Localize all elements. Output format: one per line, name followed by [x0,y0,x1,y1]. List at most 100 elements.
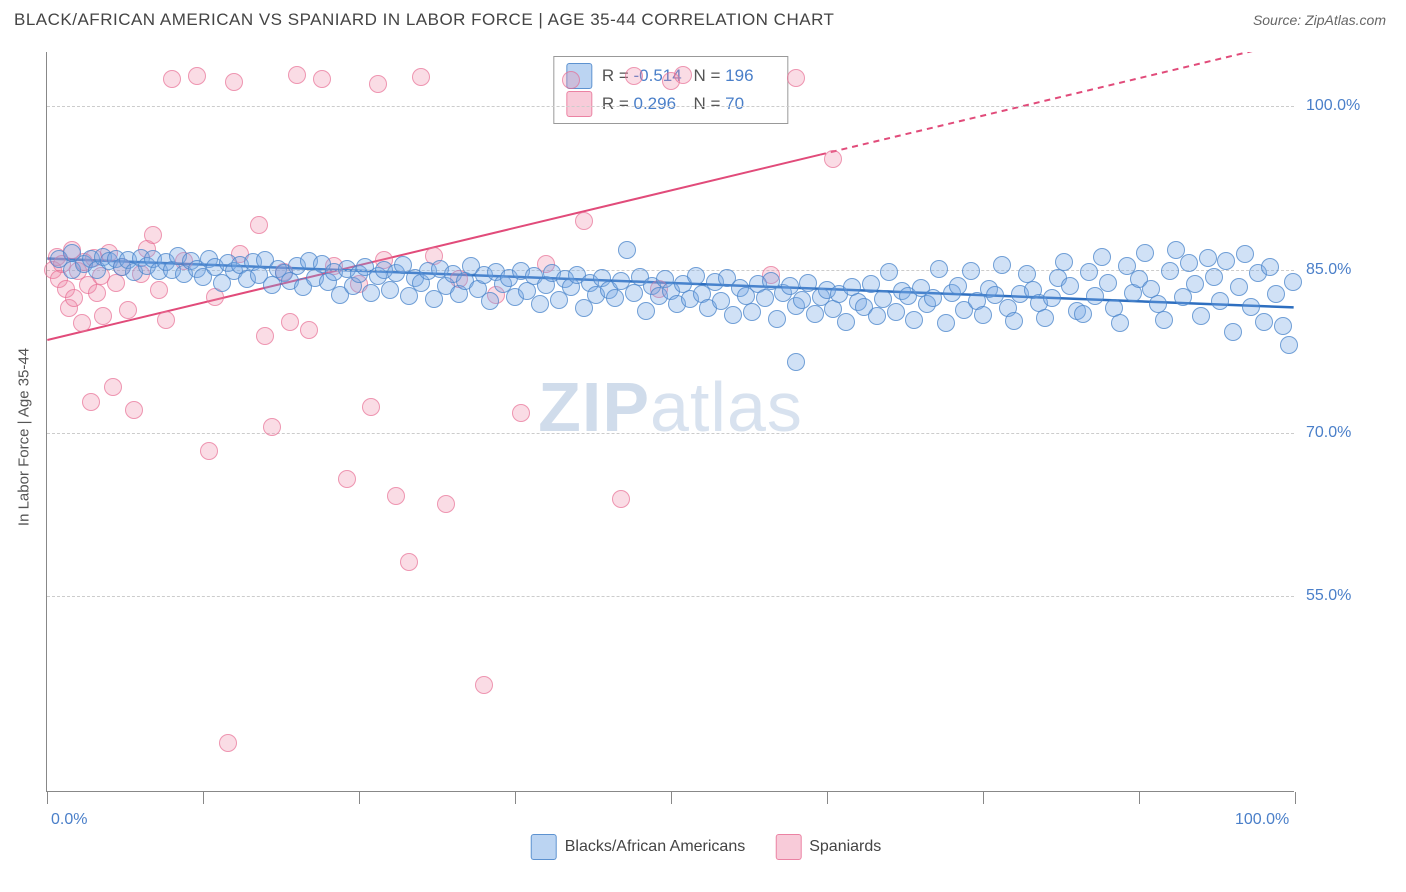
scatter-point-blue [1093,248,1111,266]
y-axis-label: In Labor Force | Age 35-44 [16,348,33,526]
x-tick [47,792,48,804]
scatter-point-pink [412,68,430,86]
chart-title: BLACK/AFRICAN AMERICAN VS SPANIARD IN LA… [14,10,834,30]
grid-line [47,106,1294,107]
scatter-point-blue [1036,309,1054,327]
scatter-point-pink [562,71,580,89]
scatter-point-blue [1211,292,1229,310]
scatter-point-pink [200,442,218,460]
scatter-point-blue [887,303,905,321]
plot-area: ZIPatlas R = -0.514 N = 196 R = 0.296 N … [46,52,1294,792]
scatter-point-blue [937,314,955,332]
grid-line [47,433,1294,434]
scatter-point-blue [924,289,942,307]
scatter-point-pink [250,216,268,234]
scatter-point-pink [437,495,455,513]
scatter-point-blue [905,311,923,329]
scatter-point-blue [1280,336,1298,354]
scatter-point-blue [1236,245,1254,263]
scatter-point-blue [787,353,805,371]
scatter-point-blue [1005,312,1023,330]
scatter-point-blue [880,263,898,281]
y-tick-label: 70.0% [1306,424,1351,442]
scatter-point-pink [163,70,181,88]
scatter-point-pink [150,281,168,299]
scatter-point-blue [1074,305,1092,323]
scatter-point-pink [787,69,805,87]
scatter-point-blue [743,303,761,321]
scatter-point-blue [962,262,980,280]
y-tick-label: 85.0% [1306,261,1351,279]
scatter-point-blue [1161,262,1179,280]
x-tick [983,792,984,804]
scatter-point-pink [65,289,83,307]
legend-item-blue: Blacks/African Americans [531,834,746,860]
scatter-point-blue [1255,313,1273,331]
scatter-point-pink [188,67,206,85]
scatter-point-pink [674,66,692,84]
scatter-point-blue [1055,253,1073,271]
scatter-point-pink [288,66,306,84]
scatter-point-blue [1192,307,1210,325]
scatter-point-blue [949,277,967,295]
legend-swatch-pink [775,834,801,860]
source-attribution: Source: ZipAtlas.com [1253,12,1386,28]
scatter-point-blue [362,284,380,302]
legend-swatch-blue [531,834,557,860]
scatter-point-blue [756,289,774,307]
scatter-point-blue [724,306,742,324]
scatter-point-pink [300,321,318,339]
y-tick-label: 100.0% [1306,97,1360,115]
grid-line [47,596,1294,597]
scatter-point-blue [930,260,948,278]
scatter-point-pink [256,327,274,345]
x-tick-label: 0.0% [51,811,87,829]
scatter-point-blue [637,302,655,320]
scatter-point-blue [1261,258,1279,276]
scatter-point-blue [1284,273,1302,291]
scatter-point-pink [219,734,237,752]
scatter-point-blue [1018,265,1036,283]
scatter-point-blue [1099,274,1117,292]
scatter-point-blue [1186,275,1204,293]
scatter-point-blue [1274,317,1292,335]
scatter-point-pink [612,490,630,508]
y-tick-label: 55.0% [1306,587,1351,605]
scatter-point-blue [806,305,824,323]
scatter-point-pink [157,311,175,329]
scatter-point-pink [824,150,842,168]
x-tick [1139,792,1140,804]
scatter-point-blue [1267,285,1285,303]
scatter-point-blue [1111,314,1129,332]
scatter-point-pink [88,284,106,302]
x-tick [827,792,828,804]
scatter-point-blue [1242,298,1260,316]
scatter-point-blue [687,267,705,285]
x-tick [359,792,360,804]
scatter-point-blue [1180,254,1198,272]
scatter-point-blue [1224,323,1242,341]
scatter-point-blue [837,313,855,331]
scatter-point-pink [362,398,380,416]
scatter-point-blue [606,289,624,307]
scatter-point-pink [82,393,100,411]
scatter-point-pink [313,70,331,88]
scatter-point-blue [862,275,880,293]
x-tick [203,792,204,804]
scatter-point-pink [119,301,137,319]
scatter-point-blue [618,241,636,259]
scatter-point-blue [481,292,499,310]
scatter-point-blue [1080,263,1098,281]
scatter-point-blue [531,295,549,313]
stats-swatch-pink [566,91,592,117]
x-tick [515,792,516,804]
x-tick [1295,792,1296,804]
watermark: ZIPatlas [538,367,803,447]
scatter-point-pink [400,553,418,571]
scatter-point-blue [1205,268,1223,286]
trend-lines [47,52,1294,791]
scatter-point-blue [1136,244,1154,262]
scatter-point-pink [125,401,143,419]
scatter-point-blue [1217,252,1235,270]
scatter-point-pink [475,676,493,694]
